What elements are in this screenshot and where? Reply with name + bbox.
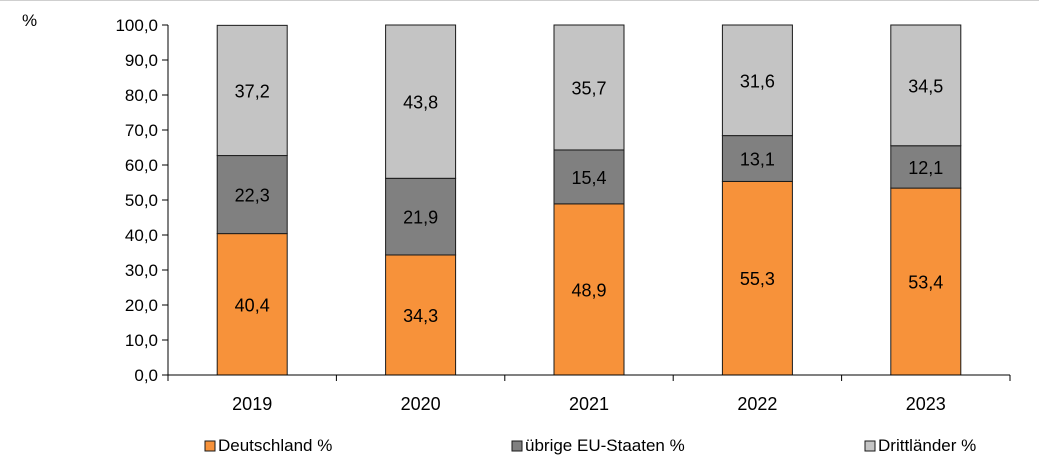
y-tick-label: 20,0 bbox=[125, 296, 158, 315]
y-tick-label: 30,0 bbox=[125, 261, 158, 280]
bar-data-label: 22,3 bbox=[235, 186, 270, 206]
x-tick-label: 2020 bbox=[401, 394, 441, 414]
legend-label: Drittländer % bbox=[878, 436, 976, 455]
y-tick-label: 90,0 bbox=[125, 51, 158, 70]
y-tick-label: 100,0 bbox=[115, 16, 158, 35]
y-tick-label: 80,0 bbox=[125, 86, 158, 105]
bars: 40,4 22,3 37,2 34,3 21,9 43,8 48,9 15,4 35,7 55,3… bbox=[216, 24, 962, 376]
bar-segment bbox=[216, 155, 288, 235]
bar-segment bbox=[553, 24, 625, 151]
legend: Deutschland % übrige EU-Staaten % Drittlän… bbox=[204, 436, 976, 455]
bar-data-label: 55,3 bbox=[740, 269, 775, 289]
bar-segment bbox=[553, 149, 625, 205]
bar-segment bbox=[721, 135, 793, 182]
bar-data-label: 34,5 bbox=[908, 76, 943, 96]
legend-swatch bbox=[511, 440, 523, 452]
bar-data-label: 12,1 bbox=[908, 158, 943, 178]
y-axis-ticks: 0,0 10,0 20,0 30,0 40,0 50,0 60,0 70,0 80,0 90,0 1… bbox=[115, 16, 168, 385]
legend-label: übrige EU-Staaten % bbox=[525, 436, 685, 455]
bar-data-label: 21,9 bbox=[403, 208, 438, 228]
bar-segment bbox=[890, 24, 962, 147]
bar-data-label: 34,3 bbox=[403, 306, 438, 326]
bar-segment bbox=[890, 187, 962, 376]
x-tick-label: 2023 bbox=[906, 394, 946, 414]
bar-data-label: 53,4 bbox=[908, 273, 943, 293]
y-tick-label: 0,0 bbox=[134, 366, 158, 385]
bar-segment bbox=[721, 180, 793, 376]
bar-segment bbox=[890, 145, 962, 189]
y-tick-label: 10,0 bbox=[125, 331, 158, 350]
bar-data-label: 40,4 bbox=[235, 295, 270, 315]
bar-data-label: 31,6 bbox=[740, 71, 775, 91]
bar-segment bbox=[216, 233, 288, 376]
top-rule bbox=[0, 0, 1039, 1]
legend-swatch bbox=[204, 440, 216, 452]
bar-data-label: 15,4 bbox=[571, 168, 606, 188]
bar-data-label: 37,2 bbox=[235, 81, 270, 101]
x-axis-ticks: 2019 2020 2021 2022 2023 bbox=[167, 375, 1011, 414]
legend-swatch bbox=[864, 440, 876, 452]
y-axis-label: % bbox=[22, 11, 37, 30]
x-tick-label: 2022 bbox=[737, 394, 777, 414]
y-tick-label: 40,0 bbox=[125, 226, 158, 245]
x-tick-label: 2019 bbox=[232, 394, 272, 414]
bar-segment bbox=[385, 177, 457, 256]
bar-data-label: 48,9 bbox=[571, 280, 606, 300]
bar-segment bbox=[385, 254, 457, 376]
axes bbox=[167, 25, 1010, 376]
y-tick-label: 50,0 bbox=[125, 191, 158, 210]
bar-segment bbox=[553, 203, 625, 376]
bar-data-label: 13,1 bbox=[740, 150, 775, 170]
legend-label: Deutschland % bbox=[218, 436, 332, 455]
x-tick-label: 2021 bbox=[569, 394, 609, 414]
bar-segment bbox=[721, 24, 793, 137]
bar-segment bbox=[216, 24, 288, 157]
bar-data-label: 43,8 bbox=[403, 93, 438, 113]
y-tick-label: 70,0 bbox=[125, 121, 158, 140]
y-tick-label: 60,0 bbox=[125, 156, 158, 175]
bar-data-label: 35,7 bbox=[571, 78, 606, 98]
bar-segment bbox=[385, 24, 457, 179]
